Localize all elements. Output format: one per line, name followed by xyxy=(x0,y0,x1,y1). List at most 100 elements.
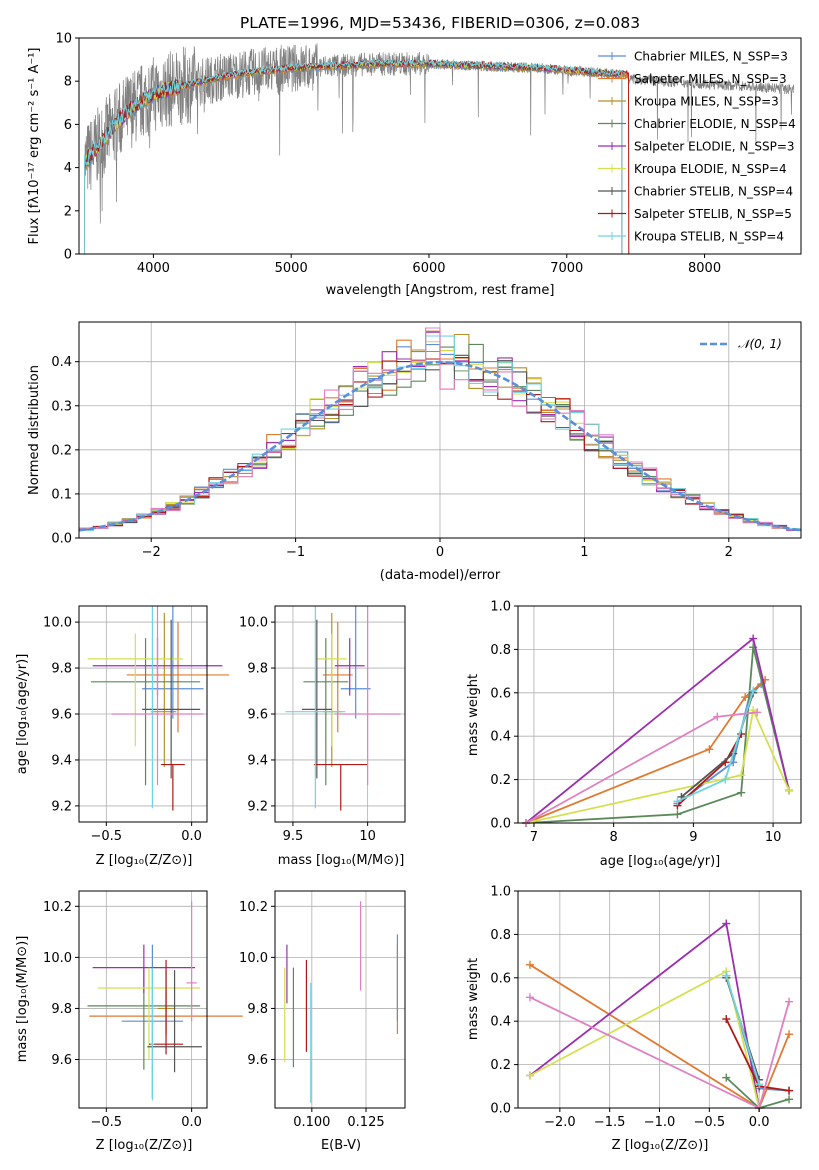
age-vs-mass-x-axis-label: mass [log₁₀(M/M⊙)] xyxy=(278,853,405,868)
mass-vs-ebv-y-tick-label: 9.8 xyxy=(247,1002,268,1017)
mass-vs-Z-y-tick-label: 10.0 xyxy=(43,951,72,966)
spectrum-frame xyxy=(78,37,802,255)
spectrum-legend-label: Kroupa ELODIE, N_SSP=4 xyxy=(634,162,787,176)
age-vs-mass-ticks: 9.5 10 9.2 9.4 9.6 9.8 10.0 xyxy=(239,616,376,844)
spectrum-legend-label: Salpeter MILES, N_SSP=3 xyxy=(634,72,787,86)
mass-vs-ebv-gridlines xyxy=(275,891,405,1108)
residuals-y-tick-label: 0.0 xyxy=(51,532,72,547)
residuals-plot-area: −2 −1 0 1 2 0.0 0.1 0.2 0.3 0.4 xyxy=(51,321,802,560)
mass-vs-Z-x-tick-label: −0.5 xyxy=(91,1115,123,1130)
weight-vs-age-x-tick-label: 10 xyxy=(765,830,782,845)
spectrum-y-tick-label: 10 xyxy=(55,32,72,47)
mass-vs-Z-x-axis-label: Z [log₁₀(Z/Z⊙)] xyxy=(96,1138,193,1153)
residuals-y-axis-label: Normed distribution xyxy=(27,365,42,495)
mass-vs-ebv-ticks: 0.100 0.125 9.6 9.8 10.0 10.2 xyxy=(239,900,385,1130)
age-vs-Z-plot-area: −0.5 0.0 9.2 9.4 9.6 9.8 10.0 xyxy=(43,605,230,844)
residuals-y-tick-label: 0.4 xyxy=(51,355,72,370)
mass-vs-Z-x-tick-label: 0.0 xyxy=(181,1115,202,1130)
age-vs-mass-panel: 9.5 10 9.2 9.4 9.6 9.8 10.0 mass [log₁₀(M/M⊙)] xyxy=(239,605,406,868)
age-vs-Z-y-tick-label: 9.2 xyxy=(51,799,72,814)
gaussian-legend-label: 𝒩(0, 1) xyxy=(738,337,782,351)
mass-vs-ebv-x-tick-label: 0.125 xyxy=(347,1115,384,1130)
age-vs-mass-y-tick-label: 9.4 xyxy=(247,753,268,768)
mass-vs-Z-y-tick-label: 9.8 xyxy=(51,1002,72,1017)
residuals-panel: −2 −1 0 1 2 0.0 0.1 0.2 0.3 0.4 (data-model)/erro… xyxy=(27,321,802,583)
mass-vs-ebv-x-tick-label: 0.100 xyxy=(293,1115,330,1130)
weight-vs-age-y-axis-label: mass weight xyxy=(466,674,481,756)
spectrum-x-axis-label: wavelength [Angstrom, rest frame] xyxy=(326,283,555,298)
mass-vs-Z-y-tick-label: 10.2 xyxy=(43,900,72,915)
weight-vs-Z-x-tick-label: 0.0 xyxy=(749,1115,770,1130)
weight-vs-age-series-line xyxy=(525,679,766,824)
residuals-x-tick-label: 1 xyxy=(580,545,588,560)
weight-vs-age-x-axis-label: age [log₁₀(age/yr)] xyxy=(600,854,721,869)
mass-vs-Z-data xyxy=(87,901,243,1101)
mass-vs-ebv-y-tick-label: 10.0 xyxy=(239,951,268,966)
spectrum-y-tick-label: 0 xyxy=(64,248,72,263)
residual-histogram xyxy=(79,327,801,531)
age-vs-Z-y-tick-label: 9.4 xyxy=(51,753,72,768)
weight-vs-age-y-tick-label: 0.8 xyxy=(490,643,511,658)
age-vs-mass-plot-area: 9.5 10 9.2 9.4 9.6 9.8 10.0 xyxy=(239,605,406,844)
spectrum-legend-label: Chabrier MILES, N_SSP=3 xyxy=(634,50,788,64)
spectrum-legend: Chabrier MILES, N_SSP=3 Salpeter MILES, N… xyxy=(598,50,796,244)
weight-vs-Z-ticks: −2.0 −1.5 −1.0 −0.5 0.0 0.0 0.2 0.4 0.6 0.8 1.0 xyxy=(490,885,769,1131)
weight-vs-age-y-tick-label: 0.4 xyxy=(490,730,511,745)
weight-vs-Z-panel: −2.0 −1.5 −1.0 −0.5 0.0 0.0 0.2 0.4 0.6 0.8 1.0 Z … xyxy=(466,885,802,1153)
age-vs-mass-y-tick-label: 9.8 xyxy=(247,662,268,677)
age-vs-Z-y-tick-label: 9.8 xyxy=(51,662,72,677)
residuals-x-axis-label: (data-model)/error xyxy=(380,568,501,583)
weight-vs-Z-plot-area: −2.0 −1.5 −1.0 −0.5 0.0 0.0 0.2 0.4 0.6 0.8 1.0 xyxy=(490,885,802,1131)
age-vs-mass-x-tick-label: 10 xyxy=(359,829,376,844)
residuals-ticks: −2 −1 0 1 2 0.0 0.1 0.2 0.3 0.4 xyxy=(51,355,733,560)
mass-vs-ebv-y-tick-label: 10.2 xyxy=(239,900,268,915)
mass-vs-ebv-data xyxy=(284,901,399,1103)
weight-vs-Z-frame xyxy=(517,890,802,1109)
age-vs-Z-x-tick-label: 0.0 xyxy=(181,829,202,844)
residuals-x-tick-label: −1 xyxy=(286,545,305,560)
weight-vs-age-data xyxy=(521,634,794,827)
weight-vs-Z-series-line xyxy=(725,975,760,1085)
weight-vs-age-x-tick-label: 9 xyxy=(689,830,697,845)
spectrum-x-tick-label: 5000 xyxy=(275,261,308,276)
residuals-x-tick-label: 0 xyxy=(436,545,444,560)
weight-vs-Z-y-tick-label: 0.2 xyxy=(490,1058,511,1073)
mass-vs-ebv-frame xyxy=(274,890,406,1109)
weight-vs-age-y-tick-label: 0.6 xyxy=(490,686,511,701)
spectrum-x-tick-label: 4000 xyxy=(137,261,170,276)
weight-vs-age-y-tick-label: 0.2 xyxy=(490,773,511,788)
age-vs-mass-data xyxy=(285,606,401,811)
residuals-frame xyxy=(78,321,802,539)
spectrum-y-tick-label: 4 xyxy=(64,161,72,176)
spectrum-legend-label: Kroupa MILES, N_SSP=3 xyxy=(634,95,779,109)
age-vs-mass-y-tick-label: 9.6 xyxy=(247,708,268,723)
weight-vs-age-ticks: 7 8 9 10 0.0 0.2 0.4 0.6 0.8 1.0 xyxy=(490,600,781,846)
spectrum-x-tick-label: 6000 xyxy=(412,261,445,276)
weight-vs-age-x-tick-label: 8 xyxy=(610,830,618,845)
weight-vs-Z-x-tick-label: −0.5 xyxy=(694,1115,726,1130)
age-vs-Z-y-tick-label: 9.6 xyxy=(51,708,72,723)
spectrum-legend-label: Salpeter STELIB, N_SSP=5 xyxy=(634,207,792,221)
spectrum-y-tick-label: 8 xyxy=(64,75,72,90)
weight-vs-age-panel: 7 8 9 10 0.0 0.2 0.4 0.6 0.8 1.0 age [log₁₀(age/y… xyxy=(466,600,802,869)
spectrum-y-axis-label: Flux [fλ10⁻¹⁷ erg cm⁻² s⁻¹ A⁻¹] xyxy=(27,48,42,245)
weight-vs-Z-y-axis-label: mass weight xyxy=(466,958,481,1040)
age-vs-Z-frame xyxy=(78,605,208,823)
age-vs-Z-x-axis-label: Z [log₁₀(Z/Z⊙)] xyxy=(96,853,193,868)
model-spectrum-line xyxy=(84,58,630,254)
spectrum-y-tick-label: 6 xyxy=(64,118,72,133)
weight-vs-age-x-tick-label: 7 xyxy=(530,830,538,845)
residuals-x-tick-label: −2 xyxy=(142,545,161,560)
mass-vs-ebv-x-axis-label: E(B-V) xyxy=(321,1138,361,1153)
gaussian-reference-curve xyxy=(78,360,802,532)
residuals-y-tick-label: 0.2 xyxy=(51,443,72,458)
residuals-y-tick-label: 0.3 xyxy=(51,399,72,414)
mass-vs-Z-panel: −0.5 0.0 9.6 9.8 10.0 10.2 Z [log₁₀(Z/Z⊙)] ma… xyxy=(15,890,243,1153)
spectrum-x-tick-label: 8000 xyxy=(688,261,721,276)
mass-vs-Z-ticks: −0.5 0.0 9.6 9.8 10.0 10.2 xyxy=(43,900,202,1130)
residuals-data xyxy=(78,327,802,532)
model-spectrum-line xyxy=(84,58,623,254)
weight-vs-Z-x-tick-label: −1.5 xyxy=(594,1115,626,1130)
weight-vs-Z-x-axis-label: Z [log₁₀(Z/Z⊙)] xyxy=(612,1138,709,1153)
